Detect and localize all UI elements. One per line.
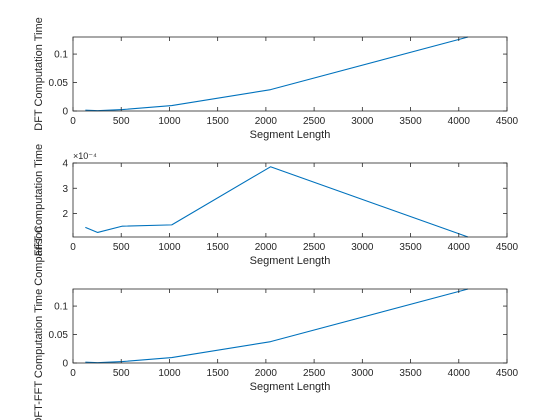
x-tick-label: 2500 — [303, 368, 326, 379]
x-tick-label: 3500 — [399, 368, 422, 379]
x-tick-label: 2000 — [255, 116, 278, 127]
x-tick-label: 4000 — [448, 116, 471, 127]
y-tick-label: 2 — [62, 209, 68, 220]
x-tick-label: 3000 — [351, 368, 374, 379]
x-tick-label: 500 — [113, 368, 130, 379]
x-axis-label: Segment Length — [250, 255, 331, 267]
y-tick-label: 0.1 — [54, 50, 68, 61]
x-tick-label: 4000 — [448, 368, 471, 379]
x-tick-label: 4500 — [496, 116, 519, 127]
x-tick-label: 4500 — [496, 242, 519, 253]
y-tick-label: 0 — [62, 359, 68, 370]
x-tick-label: 500 — [113, 116, 130, 127]
subplot-3: 0 500 1000 1500 2000 2500 3000 3500 4000 4500 0 0.0… — [33, 226, 519, 420]
y-axis-label: FFT Computation Time — [33, 144, 45, 256]
y-exponent-label: ×10⁻⁴ — [73, 151, 97, 161]
x-tick-label: 0 — [70, 368, 76, 379]
x-axis-label: Segment Length — [250, 381, 331, 393]
x-tick-label: 1500 — [207, 242, 230, 253]
x-tick-label: 3000 — [351, 242, 374, 253]
x-tick-label: 3000 — [351, 116, 374, 127]
series-line — [85, 36, 469, 112]
x-tick-label: 0 — [70, 242, 76, 253]
x-tick-label: 4500 — [496, 368, 519, 379]
series-line — [85, 166, 469, 238]
series-line — [85, 288, 469, 364]
y-tick-label: 3 — [62, 184, 68, 195]
y-axis-label: DFT Computation Time — [33, 17, 45, 131]
x-tick-label: 2000 — [255, 242, 278, 253]
y-tick-label: 0.1 — [54, 302, 68, 313]
x-tick-label: 1000 — [158, 242, 181, 253]
subplot-2: 0 500 1000 1500 2000 2500 3000 3500 4000 4500 2 3 4 ×… — [33, 144, 519, 267]
axes-box — [72, 288, 508, 364]
y-axis-label: DFT-FFT Computation Time Comparison — [33, 226, 45, 420]
axes-box — [72, 162, 508, 238]
x-tick-label: 1500 — [207, 116, 230, 127]
x-tick-label: 500 — [113, 242, 130, 253]
x-axis-label: Segment Length — [250, 129, 331, 141]
x-tick-label: 3500 — [399, 242, 422, 253]
x-tick-label: 3500 — [399, 116, 422, 127]
y-tick-label: 0.05 — [49, 330, 69, 341]
axes-box — [72, 36, 508, 112]
y-tick-label: 4 — [62, 159, 68, 170]
y-tick-label: 0.05 — [49, 78, 69, 89]
x-tick-label: 0 — [70, 116, 76, 127]
subplot-1: 0 500 1000 1500 2000 2500 3000 3500 4000 4500 0 0.0… — [33, 17, 519, 141]
x-tick-label: 1000 — [158, 116, 181, 127]
x-tick-label: 2000 — [255, 368, 278, 379]
x-tick-label: 2500 — [303, 242, 326, 253]
x-tick-label: 1500 — [207, 368, 230, 379]
x-tick-label: 2500 — [303, 116, 326, 127]
y-tick-label: 0 — [62, 107, 68, 118]
x-tick-label: 1000 — [158, 368, 181, 379]
x-tick-label: 4000 — [448, 242, 471, 253]
